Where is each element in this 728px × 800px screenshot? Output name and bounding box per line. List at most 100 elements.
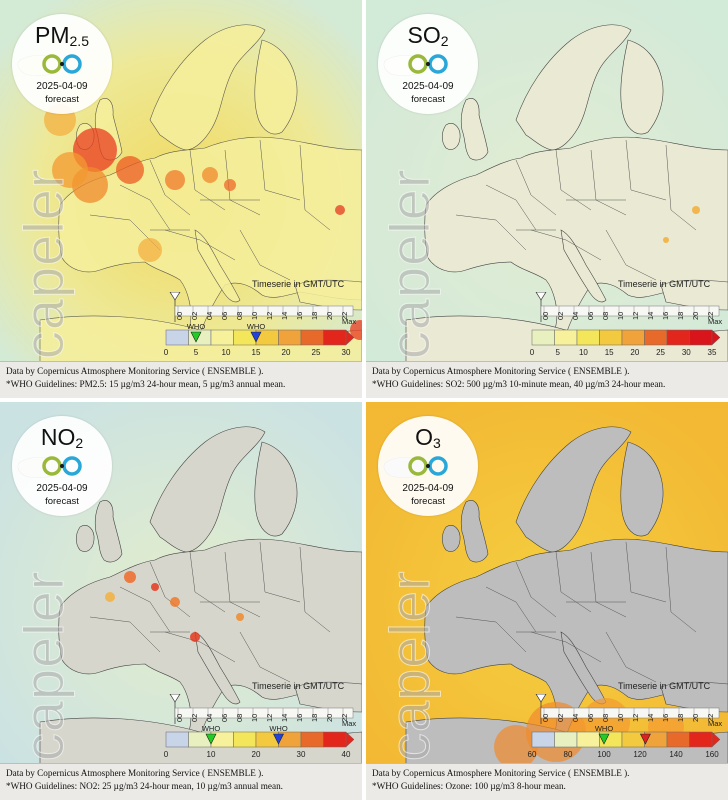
land-ireland	[441, 525, 461, 552]
timeline-hour-label: 14	[280, 713, 289, 722]
pollution-hotspot	[124, 571, 136, 583]
timeline[interactable]: 00 02 04 06 08 10 12 14 16 18 20 22	[526, 292, 722, 322]
pollution-hotspot	[692, 206, 700, 214]
land-mainland	[58, 538, 362, 744]
country-border	[515, 561, 557, 618]
country-border	[239, 229, 291, 281]
pollutant-symbol: PM	[35, 22, 70, 48]
pollutant-subscript: 2	[440, 33, 449, 49]
legend-swatch	[689, 731, 713, 748]
legend-tick-label: 0	[529, 348, 535, 357]
legend-swatch	[233, 731, 257, 748]
timeline-scale	[535, 694, 720, 724]
who-guideline-marker	[205, 733, 217, 745]
country-border	[485, 586, 537, 633]
country-border	[485, 184, 537, 231]
legend-swatch	[554, 329, 578, 346]
logo	[40, 52, 84, 81]
current-time-marker[interactable]	[169, 292, 181, 301]
country-border	[665, 144, 697, 231]
country-border	[119, 586, 171, 633]
forecast-status: forecast	[45, 496, 79, 507]
country-border	[149, 159, 191, 216]
country-border	[555, 149, 592, 211]
color-legend: 60 80 100 120 140 160 WHO Max	[526, 719, 726, 764]
legend-swatch	[576, 731, 600, 748]
logo	[406, 454, 450, 483]
timeline-hour-label: 08	[235, 713, 244, 722]
legend-swatch	[576, 329, 600, 346]
country-border	[164, 229, 236, 261]
legend-bar	[531, 329, 721, 346]
country-border	[299, 546, 331, 633]
legend-tick-label: 80	[563, 750, 573, 759]
forecast-date: 2025-04-09	[36, 81, 88, 92]
legend-tick-label: 10	[578, 348, 588, 357]
land-italy	[560, 229, 607, 303]
europe-map	[0, 402, 362, 764]
timeline-hour-label: 04	[571, 311, 580, 320]
legend-swatch	[689, 329, 713, 346]
scapeler-logo-icon	[42, 54, 82, 74]
pollution-hotspot	[170, 597, 180, 607]
pollutant-subscript: 2.5	[69, 33, 89, 49]
logo	[406, 52, 450, 81]
timeline-hour-label: 02	[190, 713, 199, 722]
timeline-label: Timeserie in GMT/UTC	[252, 279, 345, 289]
country-border	[89, 616, 161, 653]
pollutant-name: PM2.5	[12, 22, 112, 54]
legend-max-label: Max	[342, 317, 357, 326]
timeline-hour-label: 16	[661, 311, 670, 320]
country-border	[259, 541, 301, 603]
legend-tick-label: 140	[669, 750, 683, 759]
legend-swatch	[210, 329, 234, 346]
current-time-marker[interactable]	[169, 694, 181, 703]
who-guideline-label: WHO	[594, 724, 614, 733]
legend-tick-label: 160	[705, 750, 719, 759]
timeline-hour-label: 08	[601, 713, 610, 722]
timeline-hour-label: 20	[691, 311, 700, 320]
pm25-forecast-panel: Scapeler PM2.5 2025-04-09 forecast Timeserie…	[0, 0, 362, 398]
current-time-marker[interactable]	[535, 292, 547, 301]
timeline-hour-label: 14	[280, 311, 289, 320]
pollution-hotspot	[494, 725, 538, 764]
legend-swatch	[165, 329, 189, 346]
timeline-hour-label: 14	[646, 311, 655, 320]
timeline-hour-label: 20	[691, 713, 700, 722]
legend-tick-label: 15	[251, 348, 261, 357]
data-source-caption: Data by Copernicus Atmosphere Monitoring…	[366, 361, 728, 398]
country-border	[239, 631, 291, 683]
data-source-caption: Data by Copernicus Atmosphere Monitoring…	[0, 763, 362, 800]
country-border	[455, 616, 527, 653]
scapeler-logo-icon	[408, 54, 448, 74]
country-border	[189, 551, 226, 613]
legend-swatch	[644, 329, 668, 346]
so2-forecast-panel: Scapeler SO2 2025-04-09 forecast Timeserie i…	[366, 0, 728, 398]
timeline-hour-label: 06	[586, 311, 595, 320]
pollution-hotspot	[165, 170, 185, 190]
timeline-hour-label: 08	[601, 311, 610, 320]
pollution-hotspot	[350, 320, 362, 340]
pollutant-badge: O3 2025-04-09 forecast	[378, 416, 478, 516]
legend-max-arrow	[345, 731, 355, 748]
legend-tick-label: 100	[597, 750, 611, 759]
pollutant-name: SO2	[378, 22, 478, 54]
timeline[interactable]: 00 02 04 06 08 10 12 14 16 18 20 22	[526, 694, 722, 724]
current-time-marker[interactable]	[535, 694, 547, 703]
timeline-hour-label: 10	[250, 311, 259, 320]
data-source-caption: Data by Copernicus Atmosphere Monitoring…	[0, 361, 362, 398]
forecast-date: 2025-04-09	[402, 483, 454, 494]
timeline[interactable]: 00 02 04 06 08 10 12 14 16 18 20 22	[160, 694, 356, 724]
country-border	[119, 184, 171, 231]
legend-swatch	[531, 329, 555, 346]
country-border	[625, 139, 667, 201]
pollutant-symbol: O	[415, 424, 434, 450]
land-italy	[194, 229, 241, 303]
caption-source-line: Data by Copernicus Atmosphere Monitoring…	[6, 366, 264, 376]
timeline-hour-label: 00	[541, 311, 550, 320]
timeline-scale	[535, 292, 720, 322]
pollutant-badge: SO2 2025-04-09 forecast	[378, 14, 478, 114]
timeline[interactable]: 00 02 04 06 08 10 12 14 16 18 20 22	[160, 292, 356, 322]
land-mainland	[424, 136, 728, 342]
